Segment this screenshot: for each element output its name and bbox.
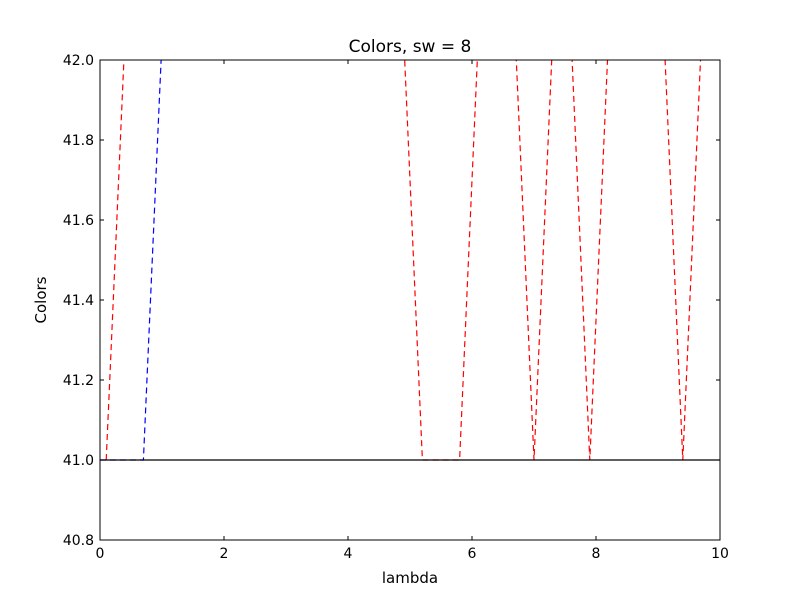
x-tick-label: 4 (344, 546, 353, 562)
plot-frame (99, 59, 721, 541)
y-tick-label: 40.8 (63, 533, 94, 549)
x-tick-label: 10 (711, 546, 729, 562)
x-tick-label: 8 (592, 546, 601, 562)
x-tick-label: 0 (96, 546, 105, 562)
y-tick-label: 42.0 (63, 53, 94, 69)
chart-title: Colors, sw = 8 (349, 37, 472, 57)
y-tick-label: 41.0 (63, 453, 94, 469)
plot-area (100, 60, 720, 540)
x-tick-label: 2 (220, 546, 229, 562)
y-tick-label: 41.8 (63, 133, 94, 149)
y-tick-label: 41.2 (63, 373, 94, 389)
y-tick-label: 41.4 (63, 293, 94, 309)
ticks-layer: 0 2 4 6 8 10 40.8 41.0 41.2 41.4 41.6 41.8 42.0 (63, 53, 729, 562)
y-axis-label: Colors (32, 276, 50, 323)
x-axis-label: lambda (382, 569, 438, 587)
y-tick-label: 41.6 (63, 213, 94, 229)
x-tick-label: 6 (468, 546, 477, 562)
series-layer (100, 60, 720, 461)
